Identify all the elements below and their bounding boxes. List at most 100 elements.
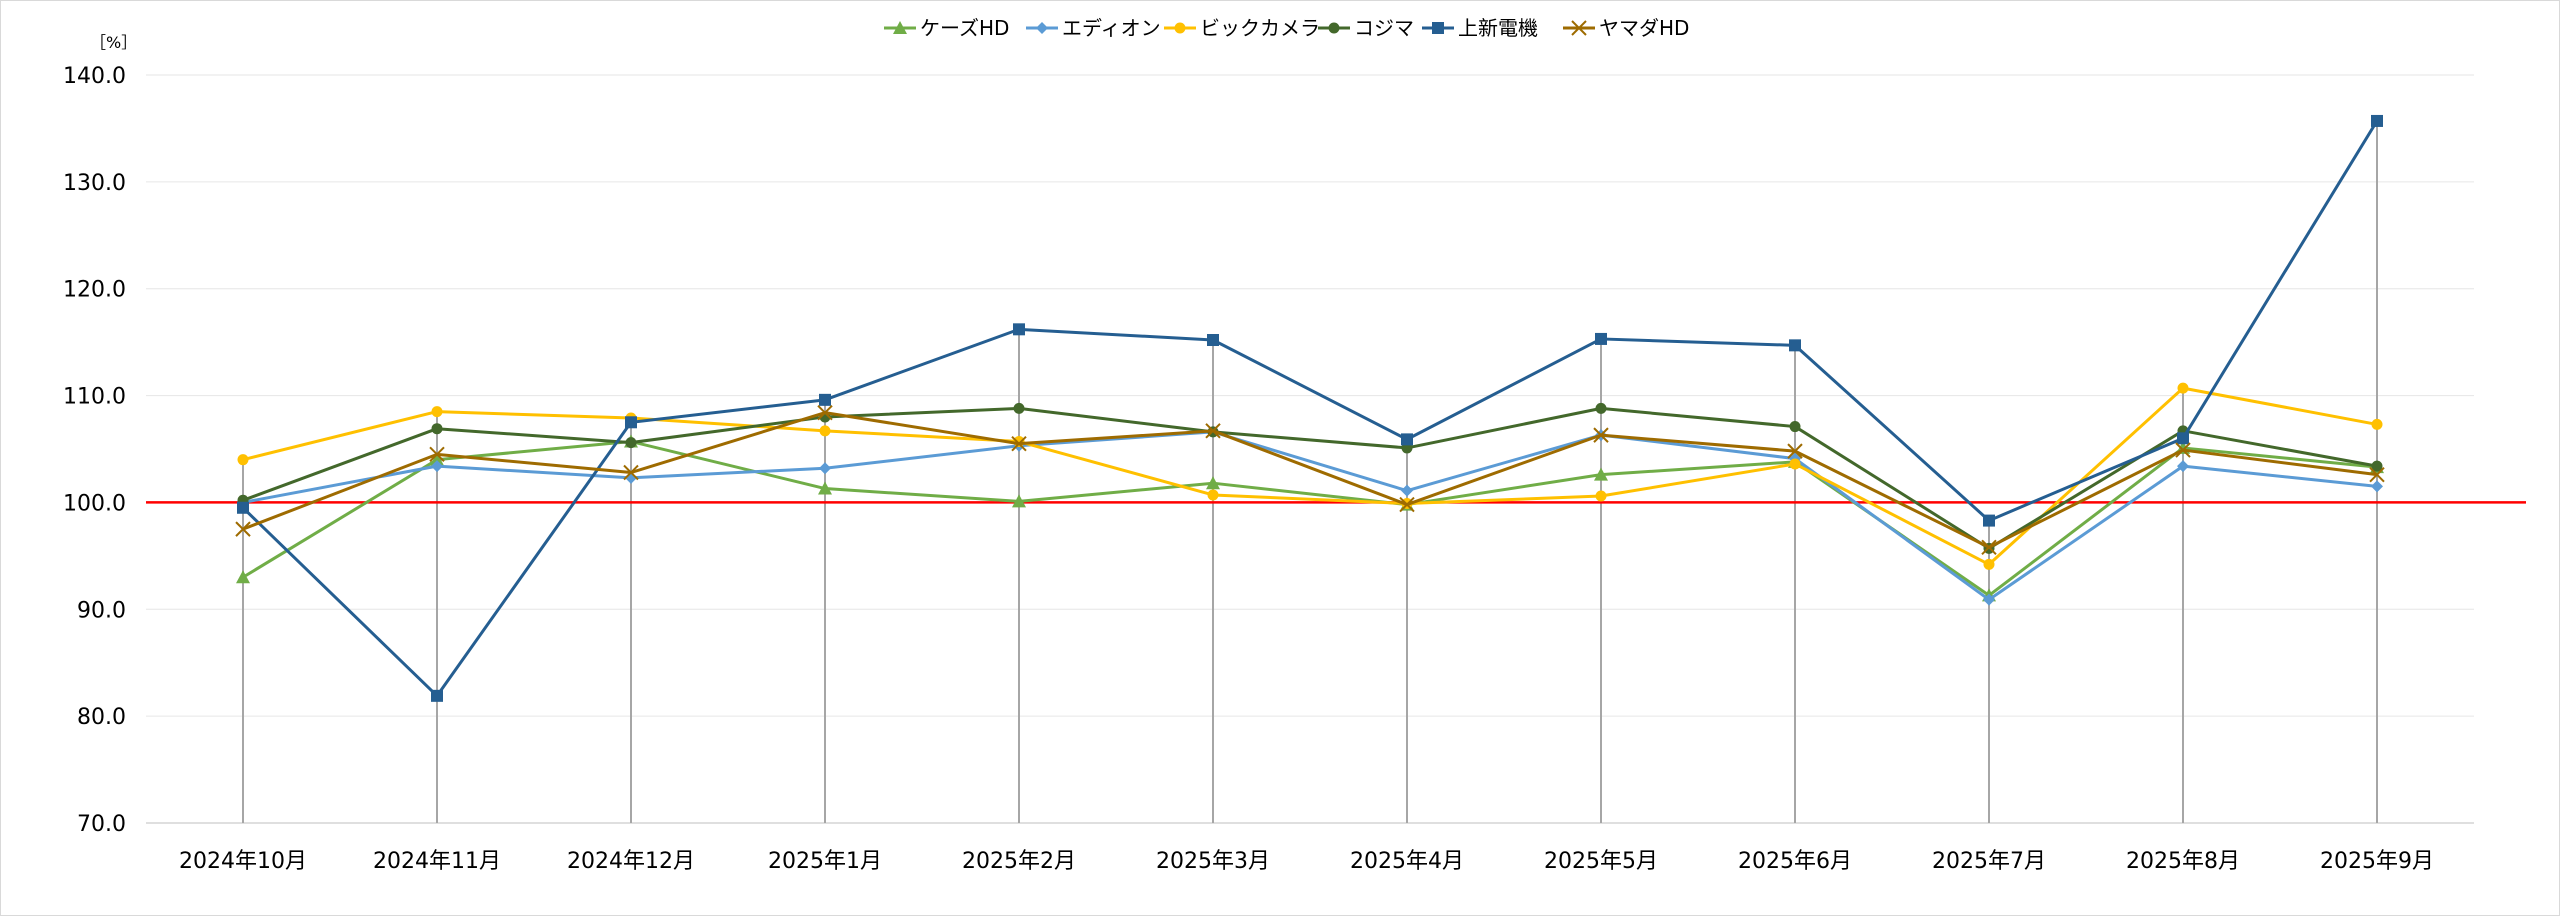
data-point — [1595, 332, 1607, 345]
legend-marker — [1174, 22, 1186, 34]
y-tick-label: 140.0 — [63, 64, 126, 89]
y-tick-label: 130.0 — [63, 171, 126, 196]
data-point — [1012, 494, 1026, 508]
x-tick-label: 2024年12月 — [567, 849, 695, 874]
x-tick-label: 2025年8月 — [2126, 849, 2240, 874]
legend-item: ビックカメラ — [1164, 16, 1320, 40]
data-point — [430, 452, 444, 466]
series-line — [242, 411, 2378, 549]
x-tick-label: 2025年4月 — [1350, 849, 1464, 874]
data-point — [1983, 593, 1995, 606]
x-tick-label: 2024年10月 — [179, 849, 307, 874]
data-point — [1789, 421, 1801, 433]
legend-label: ヤマダHD — [1599, 16, 1689, 40]
y-axis-unit-label: ［%］ — [90, 33, 137, 52]
series-line — [242, 440, 2378, 597]
data-point — [1789, 339, 1801, 352]
legend-marker — [1571, 20, 1587, 36]
y-tick-labels: 70.0 80.0 90.0 100.0 110.0 120.0 130.0 140.0 — [63, 64, 126, 837]
data-point — [1206, 476, 1220, 490]
data-point — [2369, 466, 2385, 483]
series-line — [242, 406, 2378, 550]
y-tick-label: 80.0 — [77, 705, 126, 730]
data-point — [2177, 460, 2189, 473]
data-point — [1593, 427, 1609, 443]
data-point — [1595, 402, 1607, 414]
data-point — [1787, 443, 1803, 459]
data-point — [1013, 402, 1025, 414]
data-point — [2371, 480, 2383, 493]
legend: ケーズHD エディオン ビックカメラ コジマ 上新電機 ヤマダHD — [884, 16, 1689, 40]
series-4 — [237, 114, 2383, 702]
legend-item: ケーズHD — [884, 16, 1009, 40]
legend-item: 上新電機 — [1422, 16, 1538, 40]
data-point — [2371, 460, 2383, 472]
data-point — [235, 521, 251, 537]
data-point — [625, 416, 637, 429]
data-point — [817, 404, 833, 421]
gridlines — [146, 74, 2474, 824]
legend-label: エディオン — [1062, 16, 1161, 40]
data-point — [1983, 514, 1995, 527]
data-point — [1401, 433, 1413, 446]
series-0 — [236, 434, 2384, 602]
data-point — [623, 464, 639, 481]
y-tick-label: 110.0 — [63, 385, 126, 410]
data-point — [1207, 489, 1219, 501]
x-tick-label: 2025年9月 — [2320, 849, 2434, 874]
data-point — [431, 460, 443, 473]
legend-marker — [1432, 22, 1444, 34]
data-point — [1207, 334, 1219, 347]
data-point — [1594, 467, 1608, 481]
data-point — [2371, 114, 2383, 127]
series-3 — [237, 402, 2383, 554]
data-point — [1983, 558, 1995, 570]
data-point — [237, 501, 249, 514]
data-point — [1981, 539, 1997, 556]
y-tick-label: 90.0 — [77, 598, 126, 623]
legend-item: エディオン — [1026, 16, 1161, 40]
data-point — [1595, 490, 1607, 502]
x-tick-label: 2025年1月 — [768, 849, 882, 874]
series-group — [235, 114, 2385, 702]
data-point — [1399, 496, 1415, 513]
legend-marker — [1036, 22, 1048, 34]
data-point — [2177, 432, 2189, 445]
y-tick-label: 120.0 — [63, 278, 126, 303]
series-5 — [235, 404, 2385, 556]
data-point — [237, 454, 249, 466]
data-point — [1013, 436, 1025, 448]
series-line — [242, 386, 2378, 566]
data-point — [2371, 418, 2383, 430]
data-point — [818, 481, 832, 495]
data-point — [431, 423, 443, 435]
legend-marker — [1328, 22, 1340, 34]
data-point — [819, 462, 831, 475]
data-point — [819, 393, 831, 406]
series-line — [242, 430, 2378, 602]
data-point — [1401, 484, 1413, 497]
series-2 — [237, 382, 2383, 570]
legend-label: ケーズHD — [920, 16, 1009, 40]
data-point — [431, 406, 443, 418]
series-1 — [237, 425, 2383, 606]
data-point — [236, 570, 250, 584]
legend-label: コジマ — [1354, 16, 1414, 40]
data-point — [431, 689, 443, 702]
data-point — [2177, 382, 2189, 394]
data-point — [1013, 323, 1025, 336]
drop-lines — [242, 120, 2378, 823]
data-point — [2175, 442, 2191, 458]
legend-item: ヤマダHD — [1563, 16, 1689, 40]
x-tick-label: 2025年2月 — [962, 849, 1076, 874]
legend-label: 上新電機 — [1458, 16, 1538, 40]
data-point — [429, 446, 445, 463]
legend-label: ビックカメラ — [1200, 16, 1320, 40]
y-tick-label: 70.0 — [77, 812, 126, 837]
x-tick-label: 2025年3月 — [1156, 849, 1270, 874]
data-point — [1789, 458, 1801, 470]
y-tick-label: 100.0 — [63, 491, 126, 516]
data-point — [625, 437, 637, 449]
x-tick-label: 2024年11月 — [373, 849, 501, 874]
